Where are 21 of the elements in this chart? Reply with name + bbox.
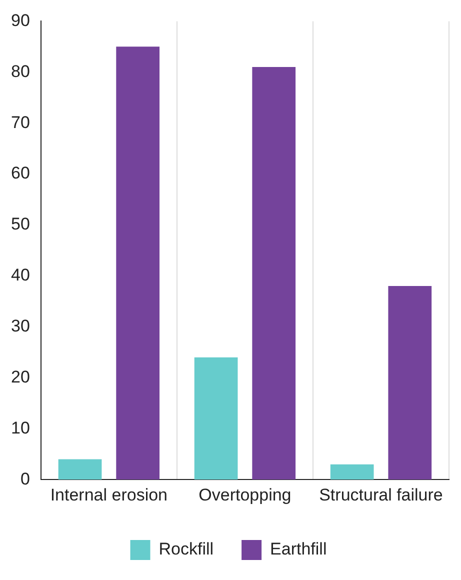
y-tick-label: 20 [10, 367, 30, 386]
y-tick-label: 80 [10, 62, 30, 81]
legend-label: Earthfill [270, 540, 327, 559]
y-tick-label: 0 [20, 469, 30, 488]
y-tick-label: 40 [10, 266, 30, 285]
bar [330, 464, 374, 480]
y-tick-label: 10 [10, 418, 30, 438]
y-tick-label: 30 [10, 316, 30, 336]
bar [58, 459, 102, 480]
x-tick-label: Internal erosion [50, 485, 168, 504]
y-tick-label: 50 [10, 214, 30, 234]
y-tick-label: 70 [10, 112, 30, 132]
y-tick-label: 60 [10, 164, 30, 183]
bar [194, 357, 238, 480]
bar [252, 67, 296, 480]
bar [116, 46, 160, 480]
x-tick-label: Structural failure [319, 485, 443, 504]
x-tick-label: Overtopping [198, 485, 292, 504]
y-tick-label: 90 [10, 10, 30, 30]
bar [388, 286, 432, 480]
legend-label: Rockfill [158, 540, 214, 559]
